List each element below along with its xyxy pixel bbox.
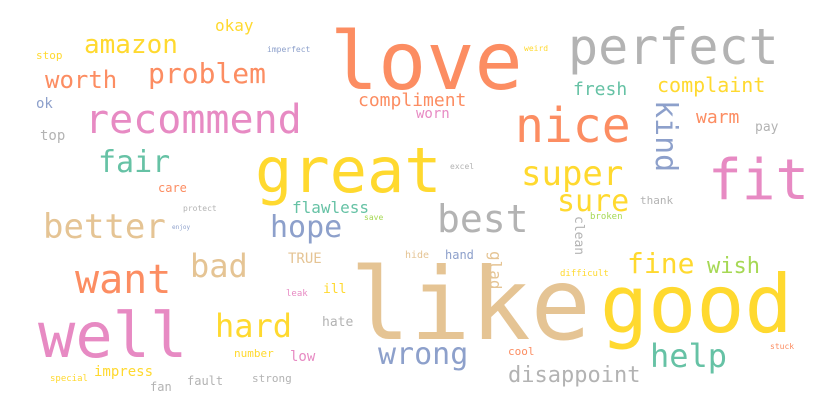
word-sure: sure [557, 184, 630, 219]
word-problem: problem [148, 57, 267, 90]
word-hard: hard [215, 307, 293, 345]
word-kind: kind [648, 100, 683, 173]
word-imperfect: imperfect [267, 45, 311, 54]
word-warm: warm [696, 107, 740, 128]
word-save: save [364, 213, 384, 222]
word-good: good [600, 258, 793, 351]
word-clean: clean [571, 216, 586, 256]
word-excel: excel [450, 162, 475, 171]
word-fresh: fresh [573, 79, 628, 100]
word-better: better [43, 207, 166, 247]
word-cool: cool [508, 345, 535, 358]
word-low: low [290, 349, 316, 365]
word-weird: weird [524, 44, 549, 53]
word-hide: hide [405, 250, 430, 261]
word-wrong: wrong [378, 337, 469, 372]
word-care: care [158, 181, 187, 195]
word-hate: hate [322, 315, 354, 330]
word-bad: bad [190, 247, 248, 285]
word-broken: broken [590, 212, 623, 222]
word-help: help [650, 337, 728, 375]
word-flawless: flawless [292, 198, 370, 217]
word-super: super [521, 154, 624, 194]
word-enjoy: enjoy [172, 224, 191, 231]
word-want: want [75, 257, 172, 303]
word-complaint: complaint [657, 73, 766, 97]
word-true: TRUE [288, 251, 322, 267]
word-love: love [330, 15, 523, 108]
word-wish: wish [707, 254, 760, 279]
word-nice: nice [515, 98, 631, 154]
word-ok: ok [36, 96, 53, 112]
word-fine: fine [627, 247, 695, 280]
word-well: well [38, 299, 188, 372]
word-number: number [234, 347, 274, 360]
word-worn: worn [416, 106, 450, 122]
word-stop: stop [36, 49, 63, 62]
word-fan: fan [150, 380, 172, 394]
word-hand: hand [445, 248, 474, 262]
word-pay: pay [755, 120, 779, 135]
word-top: top [40, 128, 66, 144]
word-fault: fault [187, 374, 224, 388]
word-compliment: compliment [358, 90, 467, 111]
word-leak: leak [286, 289, 308, 299]
word-recommend: recommend [85, 97, 302, 143]
word-impress: impress [94, 364, 154, 380]
word-ill: ill [323, 282, 347, 297]
word-stuck: stuck [770, 342, 795, 351]
word-disappoint: disappoint [508, 363, 641, 388]
word-okay: okay [215, 16, 254, 35]
word-thank: thank [640, 194, 674, 207]
word-strong: strong [252, 372, 292, 385]
word-protect: protect [183, 204, 217, 213]
word-glad: glad [486, 251, 505, 290]
word-fit: fit [708, 148, 810, 213]
word-worth: worth [45, 66, 118, 94]
word-hope: hope [270, 210, 343, 245]
word-best: best [437, 197, 529, 241]
word-difficult: difficult [560, 269, 609, 279]
word-like: like [350, 246, 591, 363]
word-perfect: perfect [568, 18, 779, 76]
word-amazon: amazon [84, 30, 178, 60]
word-great: great [255, 134, 442, 207]
word-fair: fair [98, 145, 171, 180]
word-special: special [50, 374, 88, 384]
